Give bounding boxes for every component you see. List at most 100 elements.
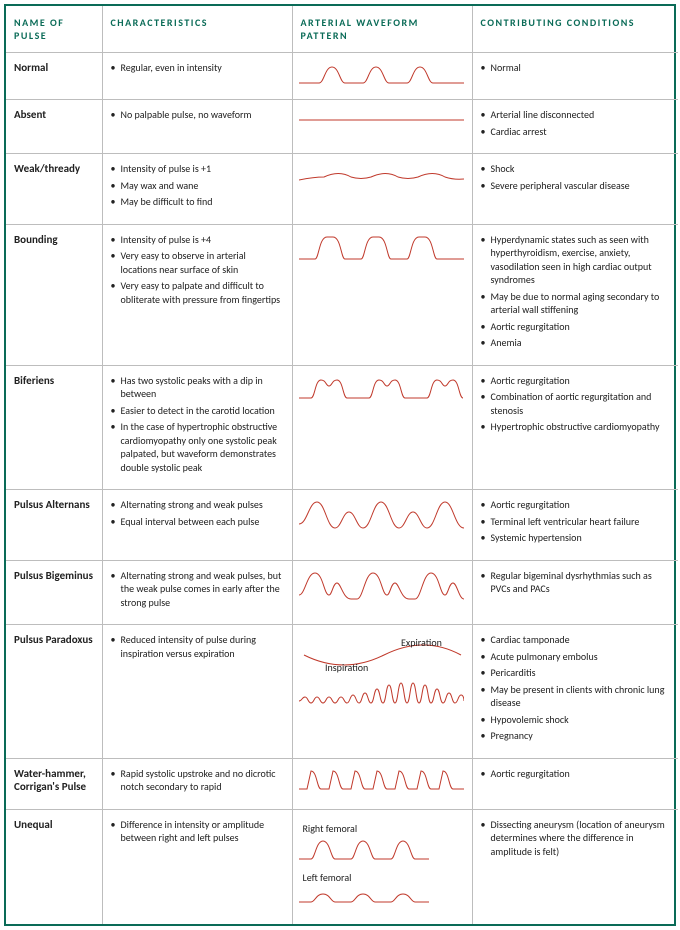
conditions-cell: Aortic regurgitation <box>472 758 678 809</box>
list-item: Has two systolic peaks with a dip in bet… <box>111 374 284 401</box>
waveform-bounding <box>299 233 464 265</box>
list-item: Regular, even in intensity <box>111 61 284 75</box>
conditions-cell: Hyperdynamic states such as seen with hy… <box>472 224 678 365</box>
list-item: Cardiac tamponade <box>481 633 671 647</box>
waveform-weak <box>299 162 464 186</box>
conditions-cell: Arterial line disconnectedCardiac arrest <box>472 100 678 154</box>
waveform-bigeminus <box>299 569 464 603</box>
list-item: Equal interval between each pulse <box>111 515 284 529</box>
list-item: Aortic regurgitation <box>481 498 671 512</box>
characteristics-cell: No palpable pulse, no waveform <box>102 100 292 154</box>
pulse-name: Bounding <box>6 224 102 365</box>
waveform-cell <box>292 560 472 625</box>
list-item: Rapid systolic upstroke and no dicrotic … <box>111 767 284 794</box>
waveform-cell: Expiration Inspiration <box>292 625 472 759</box>
list-item: Hypertrophic obstructive cardiomyopathy <box>481 420 671 434</box>
conditions-cell: Regular bigeminal dysrhythmias such as P… <box>472 560 678 625</box>
list-item: Very easy to palpate and difficult to ob… <box>111 279 284 306</box>
list-item: Acute pulmonary embolus <box>481 650 671 664</box>
list-item: Difference in intensity or amplitude bet… <box>111 818 284 845</box>
conditions-cell: Normal <box>472 53 678 100</box>
pulse-table: NAME OF PULSE CHARACTERISTICS ARTERIAL W… <box>6 6 678 924</box>
list-item: Intensity of pulse is +1 <box>111 162 284 176</box>
col-header-name: NAME OF PULSE <box>6 6 102 53</box>
pulse-name: Water-hammer, Corrigan's Pulse <box>6 758 102 809</box>
characteristics-cell: Rapid systolic upstroke and no dicrotic … <box>102 758 292 809</box>
conditions-cell: Aortic regurgitation Combination of aorti… <box>472 365 678 490</box>
pulse-name: Pulsus Alternans <box>6 490 102 561</box>
waveform-paradoxus-resp: Expiration Inspiration <box>299 633 464 679</box>
list-item: Reduced intensity of pulse during inspir… <box>111 633 284 660</box>
waveform-normal <box>299 61 464 89</box>
waveform-cell <box>292 758 472 809</box>
table-row: Pulsus Paradoxus Reduced intensity of pu… <box>6 625 678 759</box>
waveform-water-hammer <box>299 767 464 795</box>
characteristics-cell: Alternating strong and weak pulses, but … <box>102 560 292 625</box>
waveform-cell <box>292 365 472 490</box>
unequal-left-label: Left femoral <box>299 871 466 884</box>
list-item: Severe peripheral vascular disease <box>481 179 671 193</box>
conditions-cell: Cardiac tamponade Acute pulmonary embolus… <box>472 625 678 759</box>
unequal-right-label: Right femoral <box>299 822 466 835</box>
list-item: May be due to normal aging secondary to … <box>481 290 671 317</box>
list-item: Pregnancy <box>481 729 671 743</box>
list-item: Alternating strong and weak pulses <box>111 498 284 512</box>
table-row: Absent No palpable pulse, no waveform Ar… <box>6 100 678 154</box>
table-row: Unequal Difference in intensity or ampli… <box>6 809 678 924</box>
list-item: Hypovolemic shock <box>481 713 671 727</box>
list-item: Aortic regurgitation <box>481 320 671 334</box>
list-item: In the case of hypertrophic obstructive … <box>111 420 284 474</box>
pulse-table-frame: NAME OF PULSE CHARACTERISTICS ARTERIAL W… <box>4 4 676 926</box>
list-item: Hyperdynamic states such as seen with hy… <box>481 233 671 287</box>
characteristics-cell: Intensity of pulse is +4 Very easy to obs… <box>102 224 292 365</box>
list-item: May be difficult to find <box>111 195 284 209</box>
svg-text:Inspiration: Inspiration <box>325 661 368 674</box>
characteristics-cell: Regular, even in intensity <box>102 53 292 100</box>
list-item: Shock <box>481 162 671 176</box>
list-item: Alternating strong and weak pulses, but … <box>111 569 284 610</box>
list-item: Aortic regurgitation <box>481 767 671 781</box>
list-item: Terminal left ventricular heart failure <box>481 515 671 529</box>
list-item: Very easy to observe in arterial locatio… <box>111 249 284 276</box>
col-header-conditions: CONTRIBUTING CONDITIONS <box>472 6 678 53</box>
conditions-cell: Shock Severe peripheral vascular disease <box>472 154 678 225</box>
list-item: Intensity of pulse is +4 <box>111 233 284 247</box>
table-row: Normal Regular, even in intensity Normal <box>6 53 678 100</box>
list-item: May be present in clients with chronic l… <box>481 683 671 710</box>
characteristics-cell: Reduced intensity of pulse during inspir… <box>102 625 292 759</box>
waveform-cell <box>292 100 472 154</box>
pulse-name: Unequal <box>6 809 102 924</box>
table-row: Water-hammer, Corrigan's Pulse Rapid sys… <box>6 758 678 809</box>
waveform-cell <box>292 490 472 561</box>
characteristics-cell: Intensity of pulse is +1 May wax and wane… <box>102 154 292 225</box>
list-item: Regular bigeminal dysrhythmias such as P… <box>481 569 671 596</box>
table-row: Biferiens Has two systolic peaks with a … <box>6 365 678 490</box>
list-item: Normal <box>481 61 671 75</box>
waveform-paradoxus-pulse <box>299 679 464 709</box>
list-item: May wax and wane <box>111 179 284 193</box>
list-item: Anemia <box>481 336 671 350</box>
list-item: Easier to detect in the carotid location <box>111 404 284 418</box>
col-header-waveform: ARTERIAL WAVEFORM PATTERN <box>292 6 472 53</box>
waveform-cell <box>292 154 472 225</box>
characteristics-cell: Difference in intensity or amplitude bet… <box>102 809 292 924</box>
pulse-name: Pulsus Bigeminus <box>6 560 102 625</box>
list-item: Dissecting aneurysm (location of aneurys… <box>481 818 671 859</box>
characteristics-cell: Alternating strong and weak pulses Equal … <box>102 490 292 561</box>
conditions-cell: Dissecting aneurysm (location of aneurys… <box>472 809 678 924</box>
waveform-absent <box>299 108 464 126</box>
pulse-name: Normal <box>6 53 102 100</box>
list-item: Arterial line disconnected <box>481 108 671 122</box>
pulse-name: Weak/thready <box>6 154 102 225</box>
list-item: Aortic regurgitation <box>481 374 671 388</box>
table-row: Bounding Intensity of pulse is +4 Very ea… <box>6 224 678 365</box>
table-row: Pulsus Alternans Alternating strong and … <box>6 490 678 561</box>
conditions-cell: Aortic regurgitation Terminal left ventri… <box>472 490 678 561</box>
table-row: Pulsus Bigeminus Alternating strong and … <box>6 560 678 625</box>
waveform-cell: Right femoral Left femoral <box>292 809 472 924</box>
svg-text:Expiration: Expiration <box>401 636 442 649</box>
list-item: Systemic hypertension <box>481 531 671 545</box>
list-item: Combination of aortic regurgitation and … <box>481 390 671 417</box>
col-header-characteristics: CHARACTERISTICS <box>102 6 292 53</box>
table-row: Weak/thready Intensity of pulse is +1 May… <box>6 154 678 225</box>
